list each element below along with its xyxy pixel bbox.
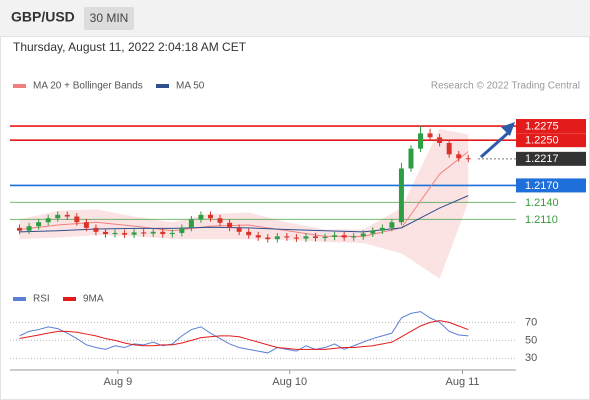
candle-body xyxy=(322,236,328,239)
forecast-arrow xyxy=(480,131,509,159)
level-label: 1.2140 xyxy=(525,197,559,209)
candle-body xyxy=(160,231,166,235)
candle-body xyxy=(83,222,89,228)
candle-body xyxy=(17,227,23,231)
copyright: Research © 2022 Trading Central xyxy=(431,81,580,92)
timeframe-badge[interactable] xyxy=(84,7,134,30)
candle-body xyxy=(389,222,395,228)
candle-body xyxy=(437,137,443,143)
level-label: 1.2170 xyxy=(525,180,559,192)
legend-label: MA 50 xyxy=(176,81,205,92)
candle-body xyxy=(246,231,252,236)
legend-label: MA 20 + Bollinger Bands xyxy=(33,81,143,92)
x-tick-label: Aug 11 xyxy=(446,376,480,388)
candle-body xyxy=(303,236,309,239)
candle-body xyxy=(446,142,452,155)
candle-body xyxy=(465,158,471,160)
candle-body xyxy=(265,237,271,240)
candle-body xyxy=(418,133,424,149)
candle-body xyxy=(398,168,404,223)
legend-swatch xyxy=(63,297,76,301)
candle-body xyxy=(427,133,433,138)
candle-body xyxy=(341,235,347,238)
level-box xyxy=(516,133,586,148)
legend-swatch xyxy=(13,297,26,301)
candle-body xyxy=(284,236,290,238)
candle-body xyxy=(332,235,338,237)
candle-body xyxy=(207,214,213,219)
candle-body xyxy=(274,236,280,240)
candle-body xyxy=(360,233,366,237)
rsi-line xyxy=(19,320,469,350)
candle-body xyxy=(379,227,385,231)
candle-body xyxy=(45,218,51,223)
bollinger-band xyxy=(19,128,469,279)
candle-body xyxy=(141,232,147,234)
candle-body xyxy=(36,222,42,227)
candle-body xyxy=(131,232,137,235)
timeframe[interactable]: 30 MIN xyxy=(90,11,129,25)
candle-body xyxy=(351,236,357,238)
legend-swatch xyxy=(13,84,26,88)
candle-body xyxy=(55,214,61,219)
level-label: 1.2110 xyxy=(525,214,558,226)
candle-body xyxy=(112,232,118,235)
candle-body xyxy=(122,232,128,235)
level-label: 1.2275 xyxy=(525,120,559,132)
forecast-arrow-head xyxy=(501,122,515,136)
candle-body xyxy=(313,236,319,239)
candle-body xyxy=(370,230,376,234)
candle-body xyxy=(255,235,261,238)
candle-body xyxy=(198,214,204,220)
level-label: 1.2250 xyxy=(525,135,559,147)
x-tick-label: Aug 10 xyxy=(272,376,307,388)
symbol: GBP/USD xyxy=(11,9,75,25)
candle-body xyxy=(408,148,414,169)
level-box xyxy=(516,119,586,134)
candle-body xyxy=(74,216,80,223)
x-tick-label: Aug 9 xyxy=(104,376,133,388)
chart-frame xyxy=(0,36,590,400)
legend-swatch xyxy=(156,84,169,88)
timestamp: Thursday, August 11, 2022 2:04:18 AM CET xyxy=(13,40,247,54)
rsi-tick-label: 70 xyxy=(525,316,537,328)
level-box xyxy=(516,151,586,166)
candle-body xyxy=(456,154,462,159)
rsi-tick-label: 50 xyxy=(525,334,537,346)
candle-body xyxy=(102,231,108,235)
candle-body xyxy=(26,226,32,231)
candle-body xyxy=(93,227,99,232)
candle-body xyxy=(150,231,156,234)
level-label: 1.2217 xyxy=(525,153,559,165)
candle-body xyxy=(169,232,175,235)
candle-body xyxy=(217,218,223,223)
candle-body xyxy=(293,237,299,239)
candle-body xyxy=(188,219,194,228)
level-box xyxy=(516,178,586,193)
candle-body xyxy=(227,222,233,228)
legend-label: RSI xyxy=(33,294,50,305)
candle-body xyxy=(179,227,185,233)
candle-body xyxy=(236,227,242,232)
legend-label: 9MA xyxy=(83,294,104,305)
rsi-tick-label: 30 xyxy=(525,352,537,364)
rsi-line xyxy=(19,311,469,354)
candle-body xyxy=(64,214,70,217)
